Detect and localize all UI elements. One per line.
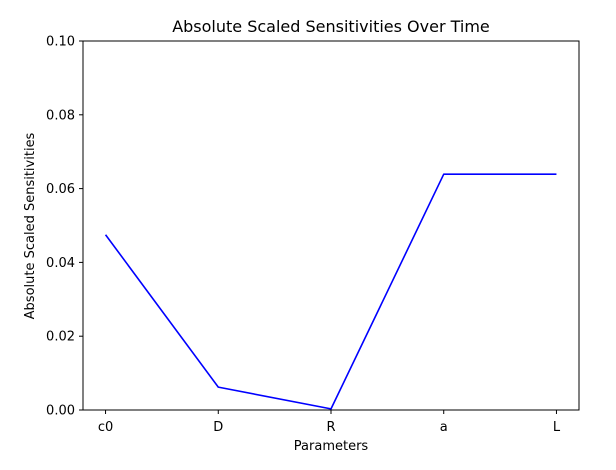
- x-tick-label: c0: [98, 420, 113, 435]
- chart-title: Absolute Scaled Sensitivities Over Time: [172, 17, 490, 36]
- y-axis-label: Absolute Scaled Sensitivities: [23, 132, 38, 319]
- y-tick-label: 0.08: [46, 108, 75, 123]
- x-tick-label: L: [553, 420, 561, 435]
- y-tick-label: 0.00: [46, 404, 75, 419]
- y-axis: 0.00 0.02 0.04 0.06 0.08 0.10: [46, 35, 83, 419]
- x-axis-label: Parameters: [294, 439, 369, 454]
- plot-area-frame: [82, 40, 580, 411]
- x-tick-label: a: [440, 420, 448, 435]
- y-tick-label: 0.06: [46, 182, 75, 197]
- x-tick-label: D: [213, 420, 223, 435]
- x-tick-label: R: [326, 420, 335, 435]
- y-tick-label: 0.10: [46, 35, 75, 50]
- y-tick-label: 0.04: [46, 256, 75, 271]
- series-line: [104, 173, 557, 410]
- y-tick-label: 0.02: [46, 330, 75, 345]
